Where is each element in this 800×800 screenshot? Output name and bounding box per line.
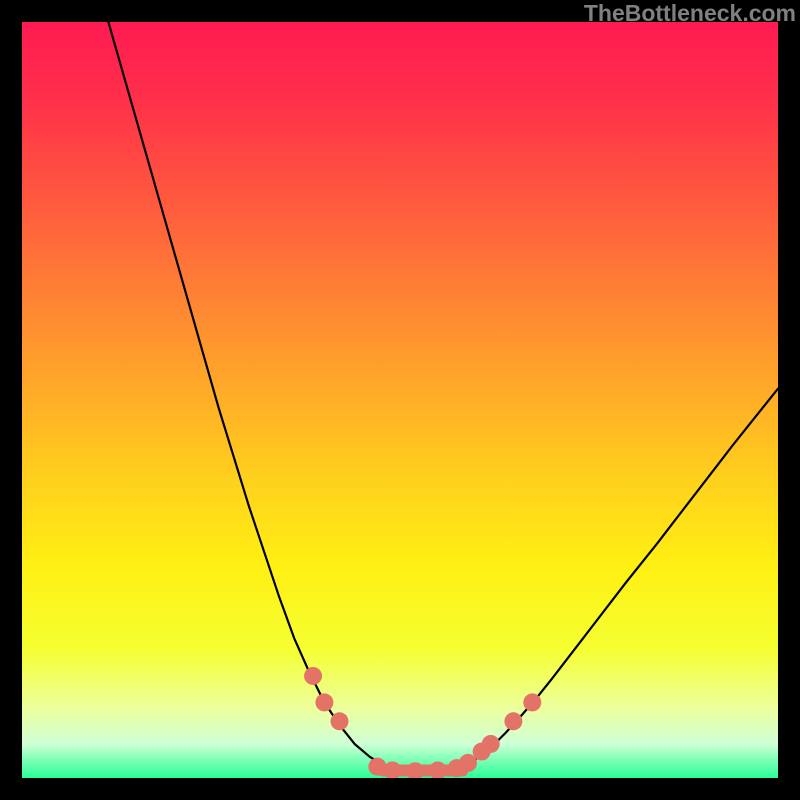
chart-root: TheBottleneck.com: [0, 0, 800, 800]
curve-marker: [368, 758, 386, 776]
curve-marker: [429, 761, 447, 779]
watermark-text: TheBottleneck.com: [584, 0, 796, 27]
bottleneck-curve-chart: [0, 0, 800, 800]
curve-marker: [383, 761, 401, 779]
curve-marker: [304, 667, 322, 685]
curve-marker: [504, 712, 522, 730]
plot-gradient-background: [22, 22, 778, 778]
curve-marker: [406, 762, 424, 780]
curve-marker: [315, 693, 333, 711]
curve-marker: [331, 712, 349, 730]
curve-marker: [523, 693, 541, 711]
curve-marker: [482, 735, 500, 753]
